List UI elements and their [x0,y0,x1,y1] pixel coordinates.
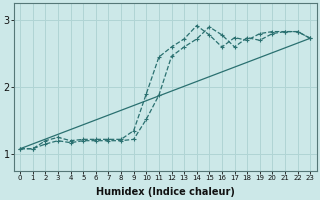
X-axis label: Humidex (Indice chaleur): Humidex (Indice chaleur) [96,187,235,197]
